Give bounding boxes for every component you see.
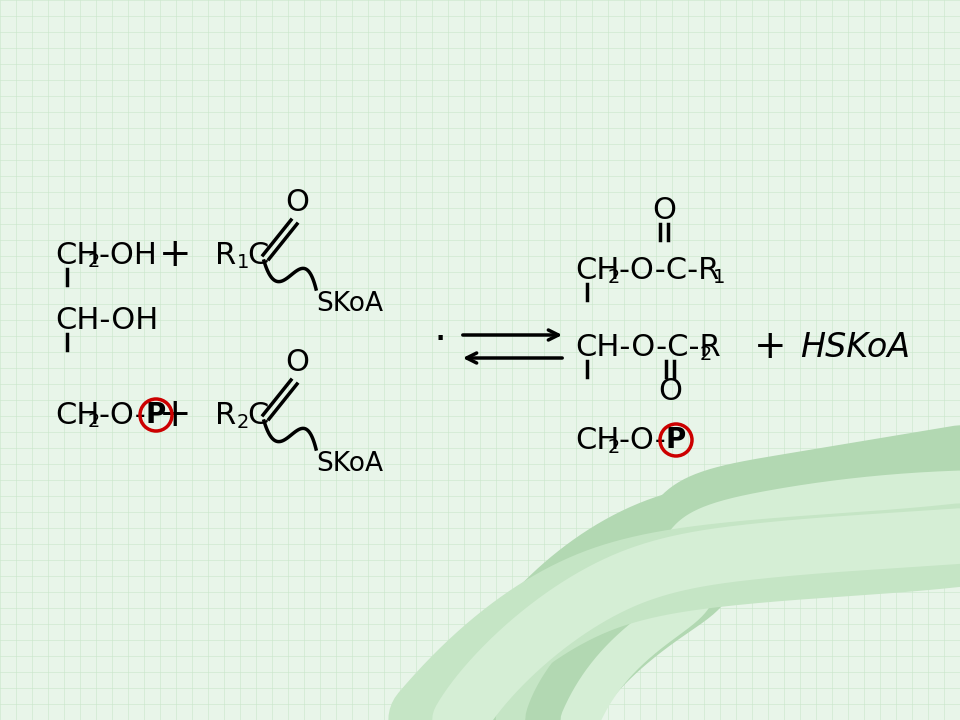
Text: CH: CH	[575, 426, 619, 454]
Text: CH: CH	[575, 256, 619, 284]
Text: CH: CH	[55, 400, 100, 430]
Text: 2: 2	[88, 412, 101, 431]
Text: +: +	[754, 328, 786, 366]
Text: P: P	[146, 401, 166, 429]
Text: R: R	[215, 400, 236, 430]
Text: HSKoA: HSKoA	[800, 330, 910, 364]
Text: 2: 2	[237, 413, 250, 431]
Text: -O-: -O-	[618, 426, 665, 454]
Text: 2: 2	[88, 251, 101, 271]
Text: O: O	[285, 348, 309, 377]
Text: +: +	[158, 396, 191, 434]
Text: CH-O-C-R: CH-O-C-R	[575, 333, 721, 361]
Text: SKoA: SKoA	[316, 451, 383, 477]
Text: ·: ·	[433, 319, 446, 361]
Text: -O-C-R: -O-C-R	[618, 256, 719, 284]
Text: -OH: -OH	[98, 240, 156, 269]
Text: O: O	[658, 377, 682, 405]
Text: 2: 2	[700, 344, 712, 364]
Text: C: C	[247, 400, 269, 430]
Text: O: O	[285, 187, 309, 217]
Text: -O-: -O-	[98, 400, 146, 430]
Text: CH: CH	[55, 240, 100, 269]
Text: C: C	[247, 240, 269, 269]
Text: 2: 2	[608, 268, 620, 287]
Text: CH-OH: CH-OH	[55, 305, 158, 335]
Text: SKoA: SKoA	[316, 291, 383, 317]
Text: +: +	[158, 236, 191, 274]
Text: P: P	[666, 426, 686, 454]
Text: 1: 1	[713, 268, 726, 287]
Text: 1: 1	[237, 253, 250, 271]
Text: R: R	[215, 240, 236, 269]
Text: 2: 2	[608, 438, 620, 456]
Text: O: O	[652, 196, 676, 225]
